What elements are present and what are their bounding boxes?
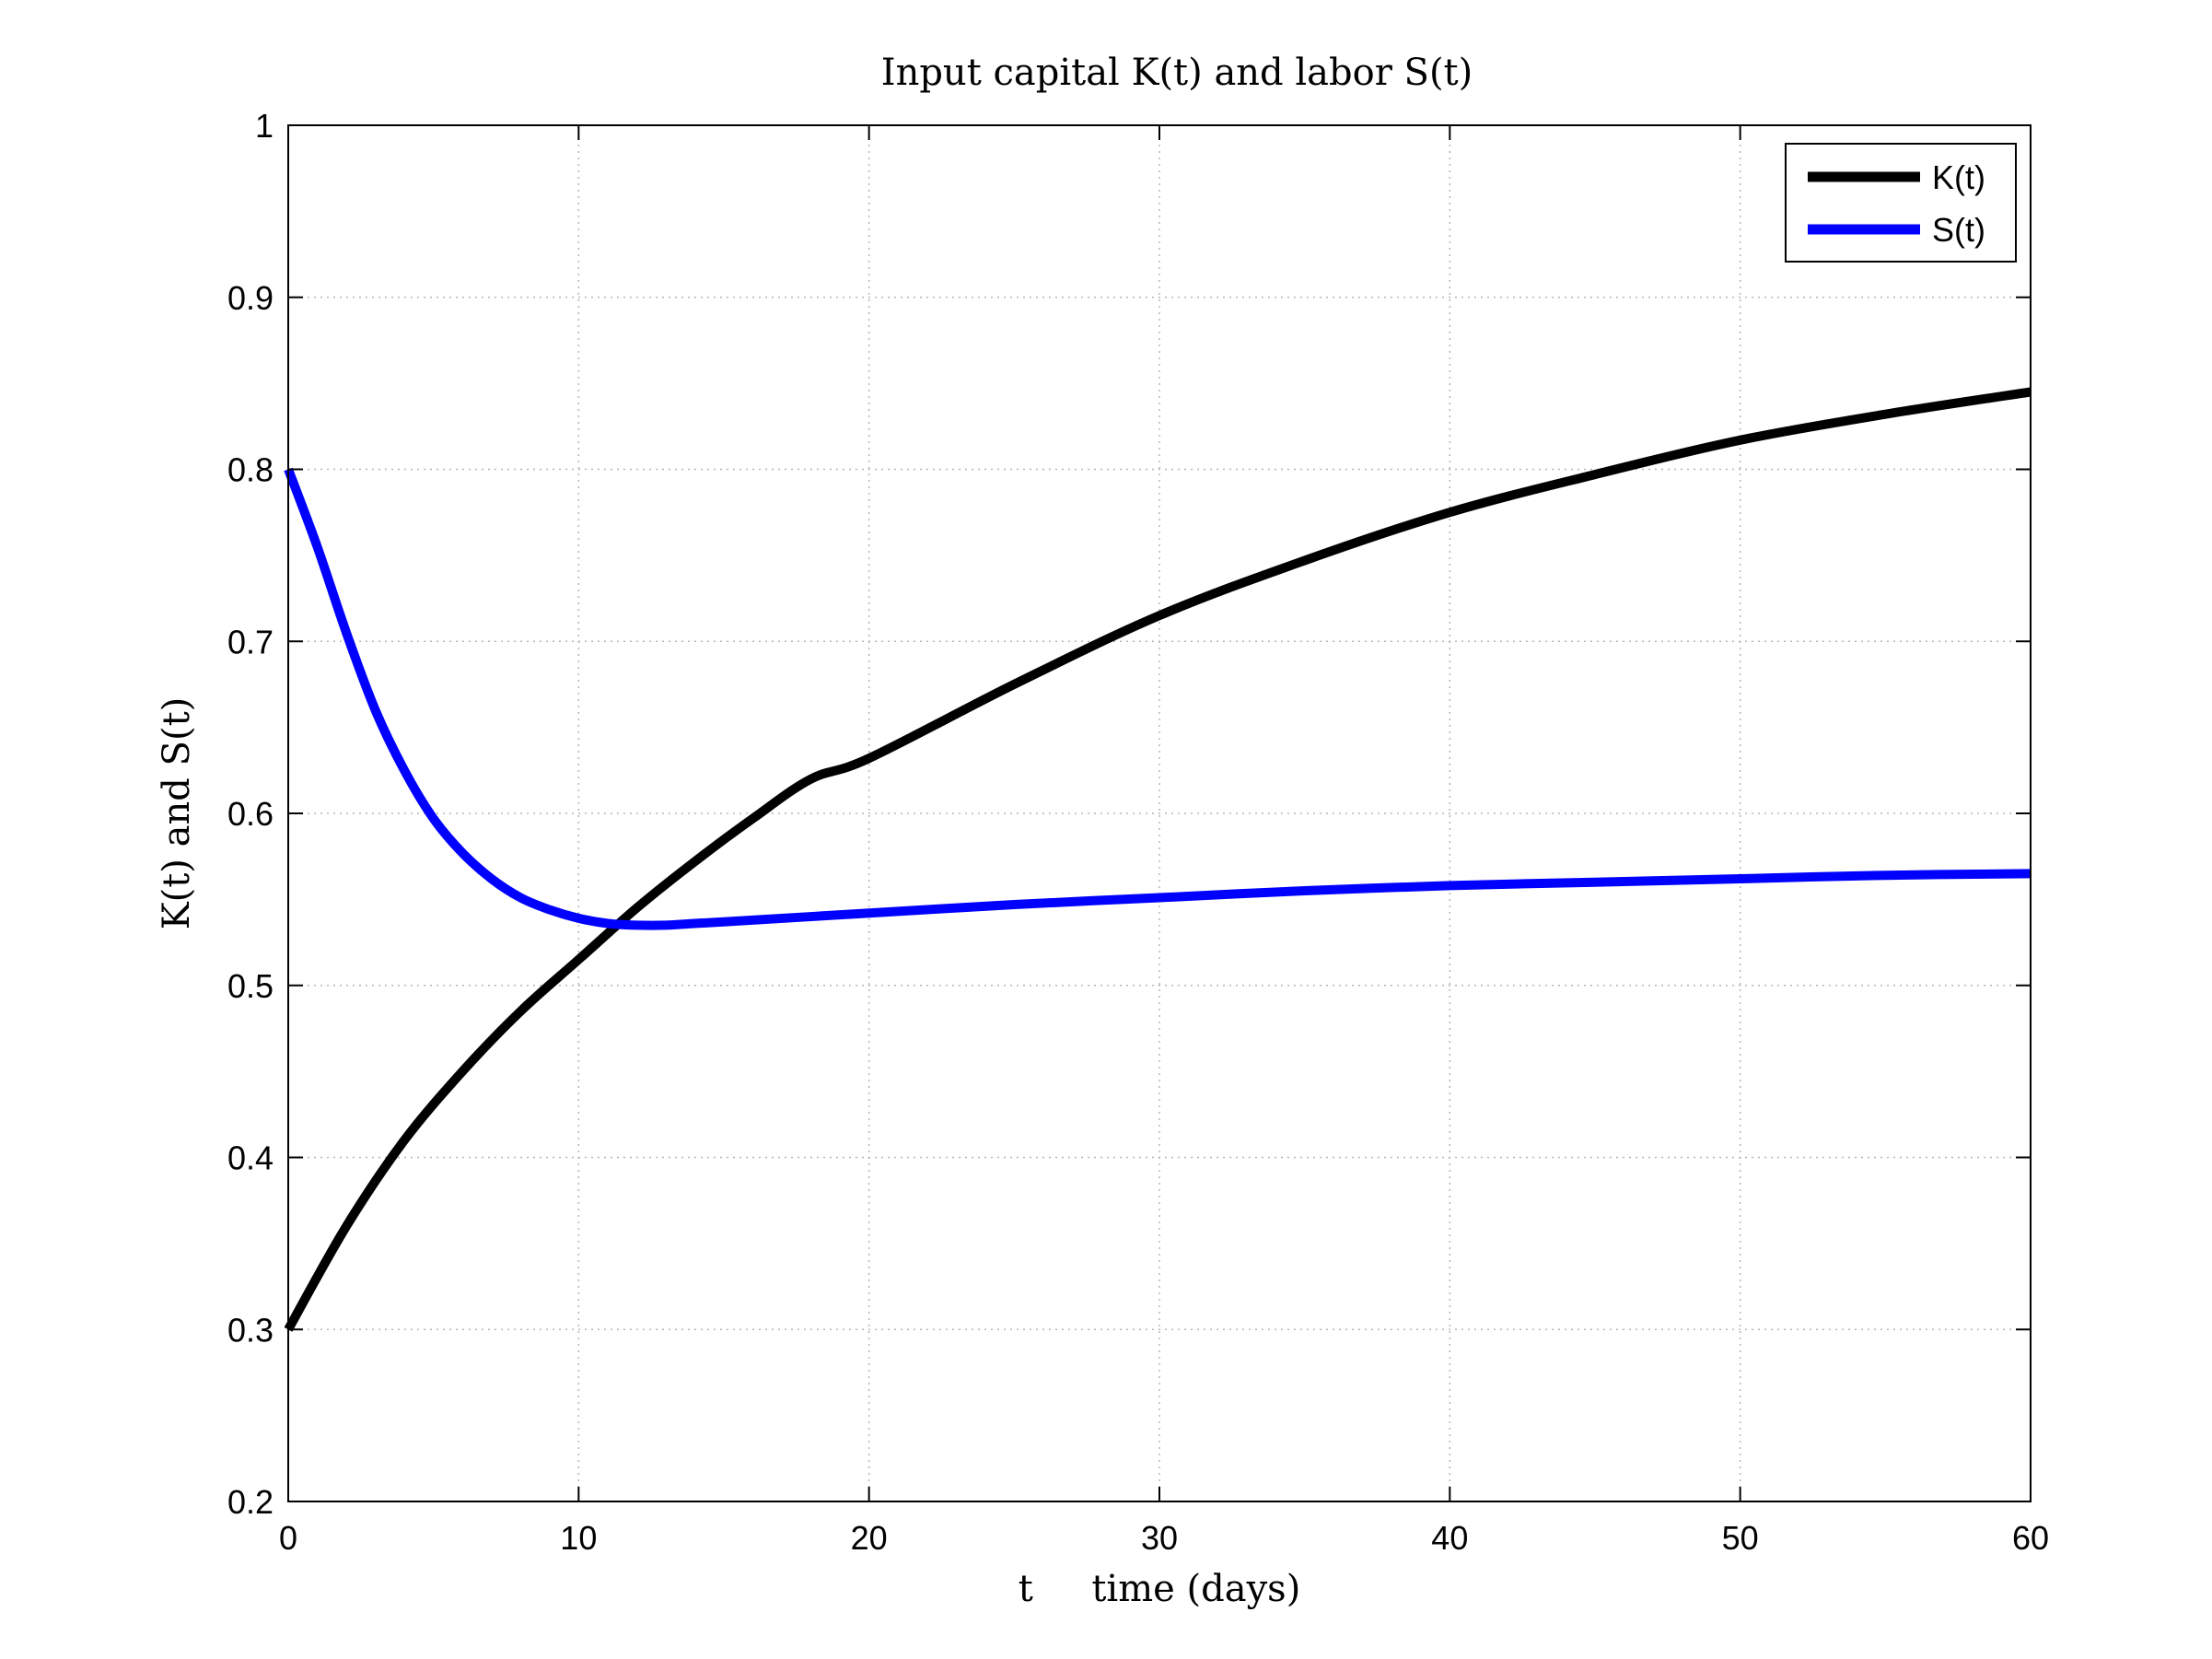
series-line-k (284, 387, 2032, 1332)
y-tick-label: 0.2 (227, 1483, 274, 1521)
grid (288, 125, 2031, 1501)
legend: K(t) S(t) (1785, 143, 2017, 263)
legend-label-s: S(t) (1932, 211, 1985, 249)
y-tick-label: 1 (255, 107, 274, 145)
x-tick-label: 50 (1722, 1519, 1759, 1557)
series-line-s (284, 467, 2032, 930)
ticks: 0 10 20 30 40 50 60 0.2 0.3 0.4 0.5 0.6 0.7 0.8 0.9 1 (227, 107, 2049, 1557)
y-tick-label: 0.4 (227, 1139, 274, 1177)
x-tick-label: 0 (279, 1519, 297, 1557)
y-tick-label: 0.6 (227, 795, 274, 833)
x-tick-label: 40 (1431, 1519, 1468, 1557)
y-axis-label: K(t) and S(t) (156, 697, 198, 930)
x-tick-label: 60 (2012, 1519, 2049, 1557)
y-tick-label: 0.9 (227, 279, 274, 317)
y-tick-label: 0.8 (227, 451, 274, 489)
chart-title: Input capital K(t) and labor S(t) (881, 52, 1473, 94)
x-axis-label: t time (days) (1019, 1568, 1301, 1610)
legend-label-k: K(t) (1932, 158, 1985, 196)
legend-box (1785, 143, 2017, 263)
x-tick-label: 20 (851, 1519, 888, 1557)
y-tick-label: 0.3 (227, 1311, 274, 1349)
x-tick-label: 10 (560, 1519, 597, 1557)
series-layer (284, 387, 2032, 1332)
y-tick-label: 0.7 (227, 623, 274, 660)
y-tick-label: 0.5 (227, 967, 274, 1005)
x-tick-label: 30 (1141, 1519, 1178, 1557)
